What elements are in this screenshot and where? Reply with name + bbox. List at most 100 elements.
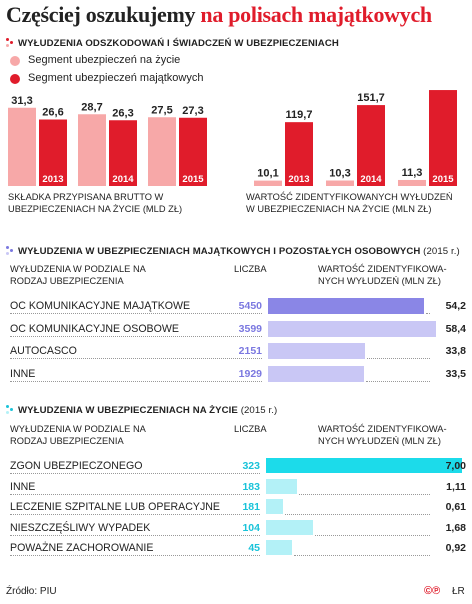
source-note: Źródło: PIU bbox=[6, 586, 57, 597]
row-bar bbox=[266, 458, 462, 473]
leader-line bbox=[10, 514, 260, 515]
row-value: 33,8 bbox=[445, 345, 466, 357]
data-label-c1-s2-2014: 26,3 bbox=[112, 107, 133, 119]
bar-c1-s2-2015 bbox=[179, 117, 207, 186]
year-label-c2-2015: 2015 bbox=[432, 174, 454, 185]
row-bar bbox=[266, 499, 284, 514]
data-label-c2-s2-2015: 179,9 bbox=[429, 88, 457, 89]
bar-c1-s2-2014 bbox=[109, 120, 137, 186]
row-value: 1,68 bbox=[445, 521, 466, 534]
row-value: 54,2 bbox=[445, 300, 466, 312]
row-value: 33,5 bbox=[445, 367, 466, 380]
row-value: 0,92 bbox=[445, 542, 466, 554]
bar-c2-s1-2015 bbox=[398, 179, 426, 186]
row-label: OC KOMUNIKACYJNE OSOBOWE bbox=[10, 322, 182, 335]
row-value: 1,11 bbox=[446, 480, 466, 493]
leader-line bbox=[10, 380, 262, 382]
bar-c2-s1-2013 bbox=[254, 180, 282, 186]
section3-col3: WARTOŚĆ ZIDENTYFIKOWA-NYCH WYŁUDZEŃ (MLN… bbox=[318, 424, 447, 446]
row-count: 5450 bbox=[222, 300, 262, 312]
data-label-c1-s2-2013: 26,6 bbox=[42, 107, 63, 119]
leader-line bbox=[10, 555, 260, 556]
row-label: POWAŻNE ZACHOROWANIE bbox=[10, 542, 157, 554]
bar-c1-s2-2013 bbox=[39, 119, 67, 186]
section3-col1: WYŁUDZENIA W PODZIALE NA RODZAJ UBEZPIEC… bbox=[10, 424, 146, 446]
leader-line bbox=[10, 493, 260, 495]
title-main: Częściej oszukujemy bbox=[6, 2, 196, 27]
row-count: 181 bbox=[220, 501, 260, 513]
leader-line bbox=[10, 335, 262, 337]
row-count: 3599 bbox=[222, 322, 262, 335]
row-label: INNE bbox=[10, 480, 39, 493]
data-label-c2-s1-2015: 11,3 bbox=[402, 167, 423, 179]
data-label-c1-s1-2013: 31,3 bbox=[11, 95, 32, 107]
section-bullet-icon bbox=[6, 405, 14, 415]
legend-swatch-life bbox=[10, 56, 20, 66]
section3-header: WYŁUDZENIA W UBEZPIECZENIACH NA ŻYCIE (2… bbox=[18, 405, 277, 416]
section2-year: (2015 r.) bbox=[423, 246, 460, 257]
leader-line bbox=[10, 534, 260, 536]
row-bar bbox=[266, 478, 298, 494]
row-label: LECZENIE SZPITALNE LUB OPERACYJNE bbox=[10, 501, 223, 513]
row-count: 183 bbox=[220, 480, 260, 493]
section-bullet-icon bbox=[6, 38, 14, 48]
value-leader-line bbox=[285, 514, 430, 515]
row-bar bbox=[268, 365, 365, 382]
section3-year: (2015 r.) bbox=[240, 405, 278, 416]
value-leader-line bbox=[293, 555, 430, 556]
title-highlight: na polisach majątkowych bbox=[200, 2, 432, 27]
row-bar bbox=[266, 540, 292, 555]
bar-c1-s1-2014 bbox=[78, 114, 106, 186]
row-bar bbox=[268, 320, 436, 337]
year-label-c2-2013: 2013 bbox=[288, 174, 309, 185]
section2-col1: WYŁUDZENIA W PODZIALE NA RODZAJ UBEZPIEC… bbox=[10, 264, 146, 286]
row-bar bbox=[268, 343, 366, 359]
row-count: 45 bbox=[220, 542, 260, 554]
page-title: Częściej oszukujemy na polisach majątkow… bbox=[6, 2, 432, 28]
bar-c2-s2-2015 bbox=[429, 90, 457, 186]
row-count: 1929 bbox=[222, 367, 262, 380]
data-label-c1-s1-2014: 28,7 bbox=[81, 101, 102, 113]
row-count: 323 bbox=[220, 460, 260, 472]
data-label-c1-s2-2015: 27,3 bbox=[182, 105, 203, 117]
row-value: 7,00 bbox=[445, 460, 466, 472]
value-leader-line bbox=[299, 493, 430, 495]
section2-header-text: WYŁUDZENIA W UBEZPIECZENIACH MAJĄTKOWYCH… bbox=[18, 246, 421, 257]
bar-c1-s1-2015 bbox=[148, 117, 176, 186]
data-label-c2-s2-2014: 151,7 bbox=[357, 92, 385, 104]
row-label: AUTOCASCO bbox=[10, 345, 80, 357]
row-count: 104 bbox=[220, 521, 260, 534]
leader-line bbox=[10, 313, 262, 314]
section2-col3: WARTOŚĆ ZIDENTYFIKOWA-NYCH WYŁUDZEŃ (MLN… bbox=[318, 264, 447, 286]
copyright-mark: ©℗ bbox=[424, 585, 441, 597]
bar-c2-s1-2014 bbox=[326, 180, 354, 186]
section3-col2: LICZBA bbox=[234, 424, 267, 434]
value-leader-line bbox=[315, 534, 430, 536]
value-leader-line bbox=[366, 380, 430, 382]
year-label-c1-2014: 2014 bbox=[112, 174, 134, 185]
legend-label-property: Segment ubezpieczeń majątkowych bbox=[28, 72, 204, 84]
data-label-c1-s1-2015: 27,5 bbox=[151, 104, 172, 116]
row-count: 2151 bbox=[222, 345, 262, 357]
bar-c2-s2-2014 bbox=[357, 105, 385, 186]
author-initials: ŁR bbox=[452, 586, 465, 597]
year-label-c1-2015: 2015 bbox=[182, 174, 204, 185]
data-label-c2-s1-2013: 10,1 bbox=[257, 168, 278, 180]
section-bullet-icon bbox=[6, 246, 14, 256]
year-label-c2-2014: 2014 bbox=[360, 174, 382, 185]
row-label: OC KOMUNIKACYJNE MAJĄTKOWE bbox=[10, 300, 194, 312]
section2-col2: LICZBA bbox=[234, 264, 267, 274]
row-label: NIESZCZĘŚLIWY WYPADEK bbox=[10, 521, 154, 534]
row-label: INNE bbox=[10, 367, 39, 380]
section2-header: WYŁUDZENIA W UBEZPIECZENIACH MAJĄTKOWYCH… bbox=[18, 246, 460, 257]
legend-swatch-property bbox=[10, 74, 20, 84]
bar-c1-s1-2013 bbox=[8, 107, 36, 186]
leader-line bbox=[10, 473, 260, 474]
value-leader-line bbox=[367, 358, 430, 359]
bar-c2-s2-2013 bbox=[285, 122, 313, 186]
row-bar bbox=[268, 298, 424, 314]
row-value: 0,61 bbox=[445, 501, 466, 513]
section1-header: WYŁUDZENIA ODSZKODOWAŃ I ŚWIADCZEŃ W UBE… bbox=[18, 38, 339, 49]
leader-line bbox=[10, 358, 262, 359]
legend-label-life: Segment ubezpieczeń na życie bbox=[28, 54, 181, 66]
